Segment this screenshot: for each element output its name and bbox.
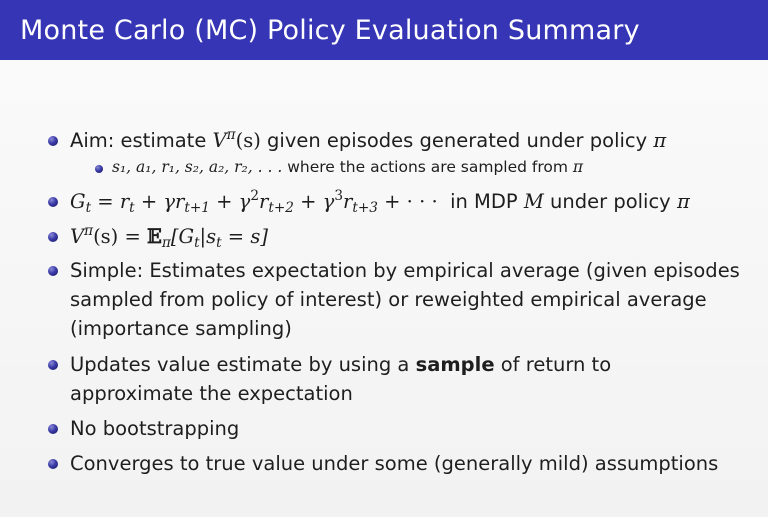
slide-title: Monte Carlo (MC) Policy Evaluation Summa… bbox=[20, 14, 640, 46]
return-r-sub: t bbox=[129, 200, 135, 217]
value-lhs-arg: (s) = bbox=[93, 225, 148, 248]
value-V: V bbox=[70, 225, 85, 248]
return-mdp: M bbox=[523, 190, 544, 213]
bullet-icon bbox=[48, 136, 58, 146]
bullet-icon bbox=[48, 197, 58, 207]
bullet-aim: Aim: estimate Vπ(s) given episodes gener… bbox=[70, 126, 740, 155]
updates-before: Updates value estimate by using a bbox=[70, 353, 416, 376]
aim-pi: π bbox=[226, 126, 236, 143]
updates-bold-sample: sample bbox=[415, 353, 495, 376]
sub-bullet-icon bbox=[95, 165, 103, 173]
return-term2-sup: 2 bbox=[250, 187, 260, 204]
bullet-updates: Updates value estimate by using a sample… bbox=[70, 350, 740, 408]
bullet-icon bbox=[48, 424, 58, 434]
bullet-return-def: Gt = rt + γrt+1 + γ2rt+2 + γ3rt+3 + · · … bbox=[70, 187, 740, 216]
return-r: r bbox=[119, 190, 130, 213]
bullet-aim-sub: s₁, a₁, r₁, s₂, a₂, r₂, . . . where the … bbox=[112, 156, 752, 178]
slide-content: Aim: estimate Vπ(s) given episodes gener… bbox=[0, 60, 768, 517]
slide-title-bar: Monte Carlo (MC) Policy Evaluation Summa… bbox=[0, 0, 768, 60]
bullet-value-def: Vπ(s) = 𝔼π[Gt|st = s] bbox=[70, 222, 740, 251]
aim-policy: π bbox=[653, 129, 667, 152]
return-term3: + γ bbox=[293, 190, 335, 213]
return-term3-sub: t+3 bbox=[352, 200, 378, 217]
updates-after: of return to approximate the expectation bbox=[70, 353, 612, 405]
aim-prefix: Aim: estimate bbox=[70, 129, 213, 152]
return-term1-sub: t+1 bbox=[184, 200, 210, 217]
bullet-icon bbox=[48, 360, 58, 370]
return-term2-r: r bbox=[259, 190, 269, 213]
return-eq: = bbox=[91, 190, 120, 213]
value-pi: π bbox=[84, 222, 94, 239]
value-open: [G bbox=[170, 225, 195, 248]
episode-sequence: s₁, a₁, r₁, s₂, a₂, r₂, . . . bbox=[112, 158, 283, 176]
return-term3-sup: 3 bbox=[334, 187, 344, 204]
bullet-icon bbox=[48, 459, 58, 469]
return-term3-r: r bbox=[343, 190, 353, 213]
return-tail: + · · · bbox=[377, 190, 438, 213]
aim-value-fn: V bbox=[212, 129, 227, 152]
return-policy: π bbox=[676, 190, 690, 213]
return-G: G bbox=[70, 190, 86, 213]
bullet-icon bbox=[48, 232, 58, 242]
bullet-converges: Converges to true value under some (gene… bbox=[70, 452, 719, 475]
aim-middle: given episodes generated under policy bbox=[260, 129, 654, 152]
bullet-simple: Simple: Estimates expectation by empiric… bbox=[70, 259, 740, 340]
return-term2-sub: t+2 bbox=[268, 200, 294, 217]
expectation-sub: π bbox=[161, 235, 171, 252]
value-close: = s] bbox=[221, 225, 268, 248]
return-term2: + γ bbox=[209, 190, 251, 213]
aim-arg: (s) bbox=[235, 129, 261, 152]
value-s-sub: t bbox=[216, 235, 222, 252]
return-G-sub: t bbox=[85, 200, 92, 217]
bullet-no-bootstrap: No bootstrapping bbox=[70, 417, 240, 440]
aim-sub-policy: π bbox=[572, 158, 584, 176]
return-term1: + γr bbox=[134, 190, 185, 213]
value-g-sub: t bbox=[194, 235, 200, 252]
bullet-icon bbox=[48, 266, 58, 276]
expectation-symbol: 𝔼 bbox=[147, 225, 162, 248]
value-bar: |s bbox=[199, 225, 217, 248]
return-under-text: under policy bbox=[543, 190, 677, 213]
return-in-text: in MDP bbox=[437, 190, 524, 213]
aim-sub-text: where the actions are sampled from bbox=[282, 158, 573, 176]
